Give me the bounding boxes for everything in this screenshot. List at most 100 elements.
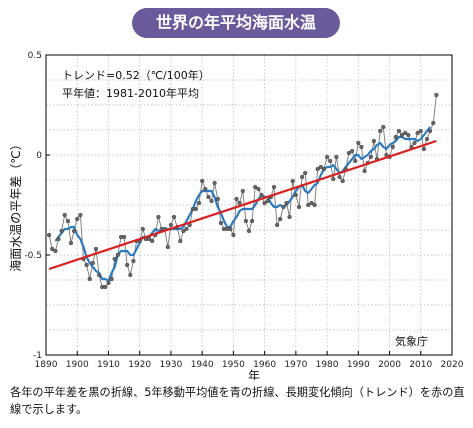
annual-point <box>399 132 405 138</box>
annual-point <box>212 180 217 186</box>
annual-point <box>346 150 351 156</box>
caption: 各年の平年差を黒の折線、5年移動平均値を青の折線、長期変化傾向（トレンド）を赤の… <box>10 386 465 416</box>
annual-point <box>106 280 111 286</box>
annual-point <box>96 272 102 278</box>
x-tick-label: 1930 <box>159 360 182 370</box>
x-tick-label: 1960 <box>253 360 276 370</box>
annual-point <box>150 238 155 244</box>
y-tick-label: 0 <box>36 151 42 161</box>
annual-point <box>340 178 345 184</box>
grid-lines <box>46 55 452 355</box>
annual-point <box>203 186 208 192</box>
x-tick-label: 1920 <box>128 360 151 370</box>
annual-point <box>200 178 205 184</box>
annual-point <box>56 236 61 242</box>
annual-point <box>215 196 220 202</box>
annual-point <box>431 120 436 126</box>
annual-point <box>287 214 292 220</box>
annual-point <box>393 134 398 140</box>
annual-point <box>337 174 342 180</box>
annual-point <box>46 232 52 238</box>
annual-point <box>171 214 177 220</box>
annual-point <box>278 216 283 222</box>
annual-point <box>228 226 233 232</box>
annual-point <box>53 248 58 254</box>
y-tick-label: -1 <box>33 351 42 361</box>
series-layer <box>46 92 439 290</box>
x-axis-label: 年 <box>248 369 260 380</box>
tick-layer: 1890 1900 1910 1920 1930 1940 1950 1960 1970 1980… <box>24 51 463 370</box>
annual-point <box>334 154 339 160</box>
annual-point <box>318 164 323 170</box>
annual-point <box>434 92 439 98</box>
annual-point <box>87 276 92 282</box>
annual-point <box>259 192 264 198</box>
x-tick-label: 2000 <box>378 360 401 370</box>
annual-point <box>181 228 186 234</box>
x-tick-label: 2020 <box>441 360 464 370</box>
x-tick-label: 1950 <box>222 360 245 370</box>
annual-point <box>424 136 430 142</box>
annual-point <box>331 176 336 182</box>
source-label: 気象庁 <box>395 334 428 348</box>
annual-point <box>78 212 83 218</box>
annual-point <box>328 158 333 164</box>
annual-point <box>315 166 320 172</box>
y-axis-label: 海面水温の平年差（℃） <box>8 138 23 271</box>
annual-point <box>125 262 130 268</box>
annual-point <box>121 234 127 240</box>
annual-point <box>178 238 183 244</box>
annual-point <box>256 186 261 192</box>
annual-point <box>309 200 314 206</box>
annual-point <box>206 194 211 200</box>
x-tick-label: 1910 <box>97 360 120 370</box>
annual-point <box>165 244 170 250</box>
annual-point <box>93 246 99 252</box>
annual-point <box>234 196 239 202</box>
annual-point <box>271 184 277 190</box>
annual-point <box>406 132 411 138</box>
annual-point <box>196 200 202 206</box>
annual-point <box>75 216 80 222</box>
x-tick-label: 1990 <box>347 360 370 370</box>
baseline-annotation: 平年値：1981-2010年平均 <box>62 86 199 100</box>
y-tick-label: -0.5 <box>24 251 42 261</box>
annual-point <box>218 220 223 226</box>
annual-point <box>281 204 286 210</box>
annual-point <box>184 226 189 232</box>
annual-point <box>350 148 355 154</box>
annual-point <box>362 168 367 174</box>
annual-point <box>306 202 311 208</box>
annual-point <box>168 222 173 228</box>
annual-point <box>312 202 317 208</box>
annual-point <box>250 218 255 224</box>
annual-point <box>240 188 245 194</box>
annual-point <box>62 212 67 218</box>
annual-point <box>68 240 74 246</box>
annual-point <box>246 228 252 234</box>
x-tick-label: 1980 <box>316 360 339 370</box>
annual-point <box>128 272 133 278</box>
annual-point <box>275 222 280 228</box>
annual-point <box>412 140 417 146</box>
x-tick-label: 2010 <box>409 360 432 370</box>
x-tick-label: 1890 <box>35 360 58 370</box>
y-tick-label: 0.5 <box>28 51 42 61</box>
annual-point <box>140 226 145 232</box>
annual-point <box>415 130 420 136</box>
annual-point <box>109 276 114 282</box>
annual-point <box>284 200 289 206</box>
annual-point <box>290 178 295 184</box>
annual-point <box>237 200 242 206</box>
annual-point <box>131 258 136 264</box>
annual-point <box>156 214 161 220</box>
annual-point <box>321 166 327 172</box>
annual-point <box>396 128 401 134</box>
annual-point <box>262 200 267 206</box>
annual-point <box>296 204 302 210</box>
plot-frame <box>45 54 453 356</box>
annual-point <box>353 158 358 164</box>
chart-title: 世界の年平均海面水温 <box>155 13 316 32</box>
annual-point <box>359 144 364 150</box>
annual-point <box>193 206 198 212</box>
